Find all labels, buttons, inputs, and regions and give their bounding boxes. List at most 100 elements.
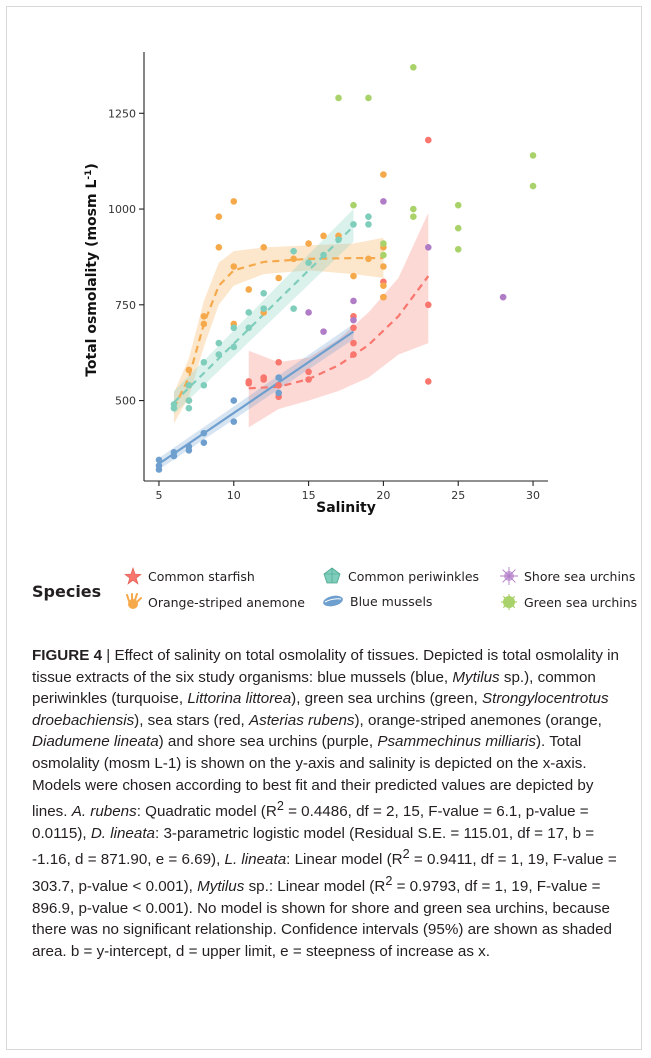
point-blue-mussels <box>185 447 193 454</box>
x-tick-label: 15 <box>302 489 316 502</box>
point-blue-mussels <box>155 466 163 473</box>
legend: Species Common starfish Orange-striped a… <box>0 560 651 620</box>
point-common-periwinkles <box>230 343 238 351</box>
ci-band-common-starfish <box>248 212 429 428</box>
point-common-periwinkles <box>200 381 208 389</box>
legend-item-common-starfish: Common starfish <box>124 567 255 585</box>
point-common-starfish <box>424 136 432 144</box>
point-shore-sea-urchins <box>350 316 357 324</box>
legend-label: Orange-striped anemone <box>148 594 305 610</box>
green-urchin-icon <box>501 594 517 610</box>
caption-fragment: Psammechinus milliaris <box>377 733 536 751</box>
periwinkle-icon <box>323 567 341 584</box>
caption-fragment: 2 <box>385 874 393 889</box>
point-orange-striped-anemone <box>380 263 387 270</box>
legend-item-shore-sea-urchins: Shore sea urchins <box>500 567 635 585</box>
fit-line-blue-mussels <box>158 330 355 465</box>
point-green-sea-urchins <box>350 201 357 209</box>
x-tick-label: 5 <box>155 489 162 502</box>
y-axis-title: Total osmolality (mosm L-1) <box>84 163 100 377</box>
caption-fragment: Asterias rubens <box>248 711 355 729</box>
caption-separator: | <box>102 647 115 664</box>
caption-fragment: Mytilus <box>452 668 500 686</box>
point-common-periwinkles <box>305 259 312 266</box>
point-blue-mussels <box>275 389 282 397</box>
point-shore-sea-urchins <box>320 328 327 335</box>
point-blue-mussels <box>155 456 163 464</box>
caption-fragment: Littorina littorea <box>187 690 292 708</box>
point-common-periwinkles <box>260 290 268 297</box>
caption-fragment: sp.: Linear model (R <box>244 878 386 896</box>
point-common-starfish <box>305 368 312 376</box>
point-shore-sea-urchins <box>350 297 357 305</box>
caption-fragment: sp.), common periwinkles (turquoise, <box>32 668 596 708</box>
caption-fragment: Diadumene lineata <box>32 733 159 751</box>
point-green-sea-urchins <box>529 152 537 159</box>
point-common-periwinkles <box>335 236 342 243</box>
legend-label: Common starfish <box>148 568 255 584</box>
y-tick-label: 1000 <box>108 203 136 216</box>
caption-fragment: Effect of salinity on total osmolality o… <box>32 647 619 686</box>
point-blue-mussels <box>230 418 238 425</box>
point-blue-mussels <box>275 374 282 381</box>
point-orange-striped-anemone <box>380 171 387 178</box>
y-tick-label: 750 <box>115 299 136 312</box>
point-common-periwinkles <box>200 358 208 366</box>
figure-frame <box>6 6 642 1050</box>
caption-fragment: ), sea stars (red, <box>134 711 249 729</box>
x-axis-title: Salinity <box>316 500 376 516</box>
legend-label: Blue mussels <box>350 593 433 609</box>
caption-fragment: = 0.9793, df = 1, 19, F-value = 896.9, p… <box>32 878 612 960</box>
point-common-periwinkles <box>290 247 297 255</box>
x-tick-label: 20 <box>376 489 390 502</box>
point-common-starfish <box>350 339 357 347</box>
point-common-periwinkles <box>365 221 372 228</box>
x-tick-label: 10 <box>227 489 241 502</box>
caption-fragment: 2 <box>276 799 284 814</box>
legend-item-green-sea-urchins: Green sea urchins <box>500 593 637 611</box>
point-common-periwinkles <box>245 309 253 316</box>
point-blue-mussels <box>230 397 238 404</box>
caption-fragment: L. lineata <box>224 851 287 869</box>
point-common-periwinkles <box>185 397 193 404</box>
legend-label: Common periwinkles <box>348 568 480 584</box>
point-green-sea-urchins <box>380 240 387 247</box>
point-shore-sea-urchins <box>305 309 312 316</box>
point-orange-striped-anemone <box>320 232 327 240</box>
point-blue-mussels <box>200 439 208 446</box>
mussel-icon <box>323 595 343 607</box>
point-green-sea-urchins <box>410 213 417 221</box>
legend-item-common-periwinkles: Common periwinkles <box>322 567 479 585</box>
figure-label: FIGURE 4 <box>32 647 103 664</box>
point-orange-striped-anemone <box>215 213 223 221</box>
scatter-chart: 5 10 15 20 25 30 500 750 1000 1250 Total osmolali… <box>84 52 548 516</box>
point-common-periwinkles <box>320 251 327 259</box>
point-common-starfish <box>275 358 282 366</box>
point-orange-striped-anemone <box>290 255 297 263</box>
legend-title: Species <box>32 582 102 601</box>
x-tick-label: 30 <box>526 489 540 502</box>
point-orange-striped-anemone <box>200 320 208 328</box>
point-orange-striped-anemone <box>380 293 387 301</box>
point-common-periwinkles <box>350 221 357 228</box>
figure-caption: FIGURE 4 | Effect of salinity on total o… <box>32 645 622 963</box>
starfish-icon <box>124 567 142 585</box>
point-shore-sea-urchins <box>499 293 507 301</box>
point-orange-striped-anemone <box>350 272 357 280</box>
caption-fragment: ) and shore sea urchins (purple, <box>158 733 378 751</box>
point-common-starfish <box>305 376 312 383</box>
caption-fragment: : Quadratic model (R <box>136 803 277 821</box>
point-common-starfish <box>260 376 268 383</box>
point-orange-striped-anemone <box>380 282 387 289</box>
point-common-periwinkles <box>245 324 253 332</box>
point-common-starfish <box>350 324 357 332</box>
point-common-periwinkles <box>185 404 193 412</box>
caption-fragment: Mytilus <box>197 878 245 896</box>
ci-band-orange-striped-anemone <box>173 237 384 424</box>
point-green-sea-urchins <box>454 201 462 209</box>
caption-fragment: ). Total osmolality (mosm L-1) is shown … <box>32 733 594 821</box>
point-common-periwinkles <box>215 339 223 347</box>
legend-item-orange-striped-anemone: Orange-striped anemone <box>124 593 305 611</box>
point-common-starfish <box>275 381 282 389</box>
point-blue-mussels <box>200 429 208 437</box>
